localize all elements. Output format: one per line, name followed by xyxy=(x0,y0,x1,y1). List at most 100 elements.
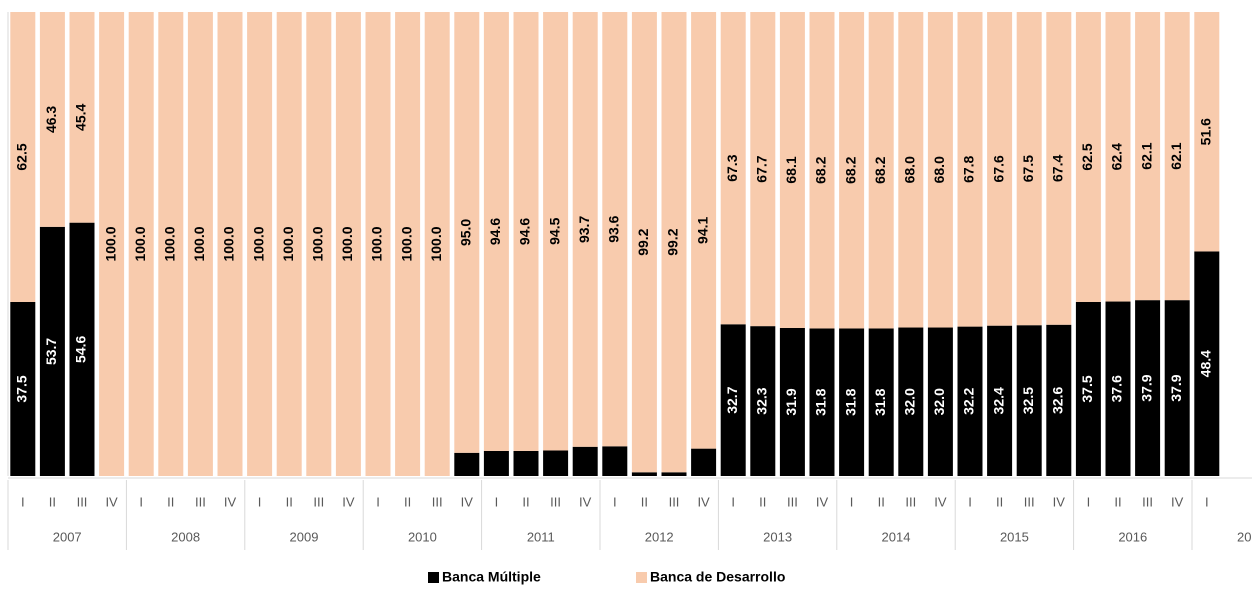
bar-segment xyxy=(927,327,953,476)
bar-segment xyxy=(454,12,480,453)
x-tick-label: II xyxy=(286,494,293,509)
data-label: 100.0 xyxy=(191,226,207,261)
data-label: 100.0 xyxy=(250,226,266,261)
x-tick-label: I xyxy=(376,494,380,509)
legend-swatch xyxy=(428,572,439,583)
x-tick-label: I xyxy=(613,494,617,509)
legend-swatch xyxy=(636,572,647,583)
data-label: 100.0 xyxy=(221,226,237,261)
bar-segment xyxy=(691,448,717,476)
x-tick-label: IV xyxy=(934,494,947,509)
data-label: 67.5 xyxy=(1020,155,1036,182)
data-label: 32.3 xyxy=(754,387,770,414)
x-group-label: 2016 xyxy=(1118,529,1147,544)
bar-segment xyxy=(868,12,894,329)
bar-segment xyxy=(1164,300,1190,476)
data-label: 32.5 xyxy=(1020,387,1036,414)
bar-segment xyxy=(1105,12,1131,302)
data-label: 100.0 xyxy=(162,226,178,261)
bar-segment xyxy=(720,12,746,325)
bar-segment xyxy=(158,12,184,476)
x-group-label: 2012 xyxy=(645,529,674,544)
bar-segment xyxy=(1105,301,1131,476)
bar-segment xyxy=(128,12,154,476)
data-label: 100.0 xyxy=(132,226,148,261)
data-label: 67.8 xyxy=(961,155,977,182)
x-tick-label: I xyxy=(139,494,143,509)
data-label: 94.1 xyxy=(694,216,710,243)
data-label: 67.4 xyxy=(1050,155,1066,182)
data-label: 67.7 xyxy=(754,155,770,182)
data-label: 62.4 xyxy=(1109,143,1125,170)
data-label: 68.2 xyxy=(842,156,858,183)
x-tick-label: IV xyxy=(105,494,118,509)
bar-segment xyxy=(1046,324,1072,476)
x-tick-label: IV xyxy=(224,494,237,509)
data-label: 94.6 xyxy=(517,218,533,245)
x-tick-label: IV xyxy=(579,494,592,509)
bar-segment xyxy=(898,12,924,328)
data-label: 62.5 xyxy=(14,143,30,170)
bar-segment xyxy=(39,226,65,476)
bar-segment xyxy=(39,12,65,227)
data-label: 53.7 xyxy=(43,338,59,365)
x-group-label: 2007 xyxy=(53,529,82,544)
bar-segment xyxy=(1016,325,1042,476)
bar-segment xyxy=(454,452,480,476)
bar-segment xyxy=(750,326,776,476)
bar-segment xyxy=(276,12,302,476)
data-label: 31.8 xyxy=(842,388,858,415)
data-label: 37.5 xyxy=(14,375,30,402)
data-label: 51.6 xyxy=(1198,118,1214,145)
bar-segment xyxy=(572,446,598,476)
data-label: 94.6 xyxy=(487,218,503,245)
x-group-label: 2011 xyxy=(527,529,555,544)
x-tick-label: IV xyxy=(1053,494,1066,509)
data-label: 93.7 xyxy=(576,216,592,243)
data-label: 68.0 xyxy=(931,156,947,183)
x-tick-label: IV xyxy=(1171,494,1184,509)
bar-segment xyxy=(187,12,213,476)
bar-segment xyxy=(602,12,628,447)
x-group-label: 2009 xyxy=(290,529,319,544)
data-label: 68.2 xyxy=(872,156,888,183)
x-tick-label: III xyxy=(905,494,916,509)
bar-segment xyxy=(927,12,953,328)
data-label: 68.0 xyxy=(902,156,918,183)
data-label: 100.0 xyxy=(310,226,326,261)
x-tick-label: III xyxy=(195,494,206,509)
data-label: 100.0 xyxy=(339,226,355,261)
x-tick-label: IV xyxy=(697,494,710,509)
bar-segment xyxy=(1046,12,1072,325)
bar-segment xyxy=(898,327,924,476)
bar-segment xyxy=(483,12,509,451)
data-label: 62.5 xyxy=(1079,143,1095,170)
x-tick-label: II xyxy=(996,494,1003,509)
bar-segment xyxy=(1016,12,1042,326)
data-label: 32.4 xyxy=(990,387,1006,414)
x-tick-label: II xyxy=(759,494,766,509)
x-tick-label: III xyxy=(669,494,680,509)
data-label: 67.3 xyxy=(724,154,740,181)
bar-segment xyxy=(513,12,539,451)
bar-segment xyxy=(661,12,687,473)
bar-segment xyxy=(779,12,805,328)
x-tick-label: II xyxy=(167,494,174,509)
bar-segment xyxy=(631,12,657,473)
bar-segment xyxy=(543,12,569,451)
x-tick-label: IV xyxy=(342,494,355,509)
data-label: 32.6 xyxy=(1050,387,1066,414)
data-label: 100.0 xyxy=(428,226,444,261)
data-label: 100.0 xyxy=(398,226,414,261)
data-label: 100.0 xyxy=(280,226,296,261)
data-label: 99.2 xyxy=(665,228,681,255)
bar-segment xyxy=(69,222,95,476)
data-label: 31.8 xyxy=(872,388,888,415)
x-tick-label: IV xyxy=(816,494,829,509)
bar-segment xyxy=(1135,300,1161,476)
bar-segment xyxy=(750,12,776,327)
data-label: 99.2 xyxy=(635,228,651,255)
x-group-label: 2010 xyxy=(408,529,437,544)
bar-segment xyxy=(987,12,1013,326)
bar-segment xyxy=(1164,12,1190,301)
